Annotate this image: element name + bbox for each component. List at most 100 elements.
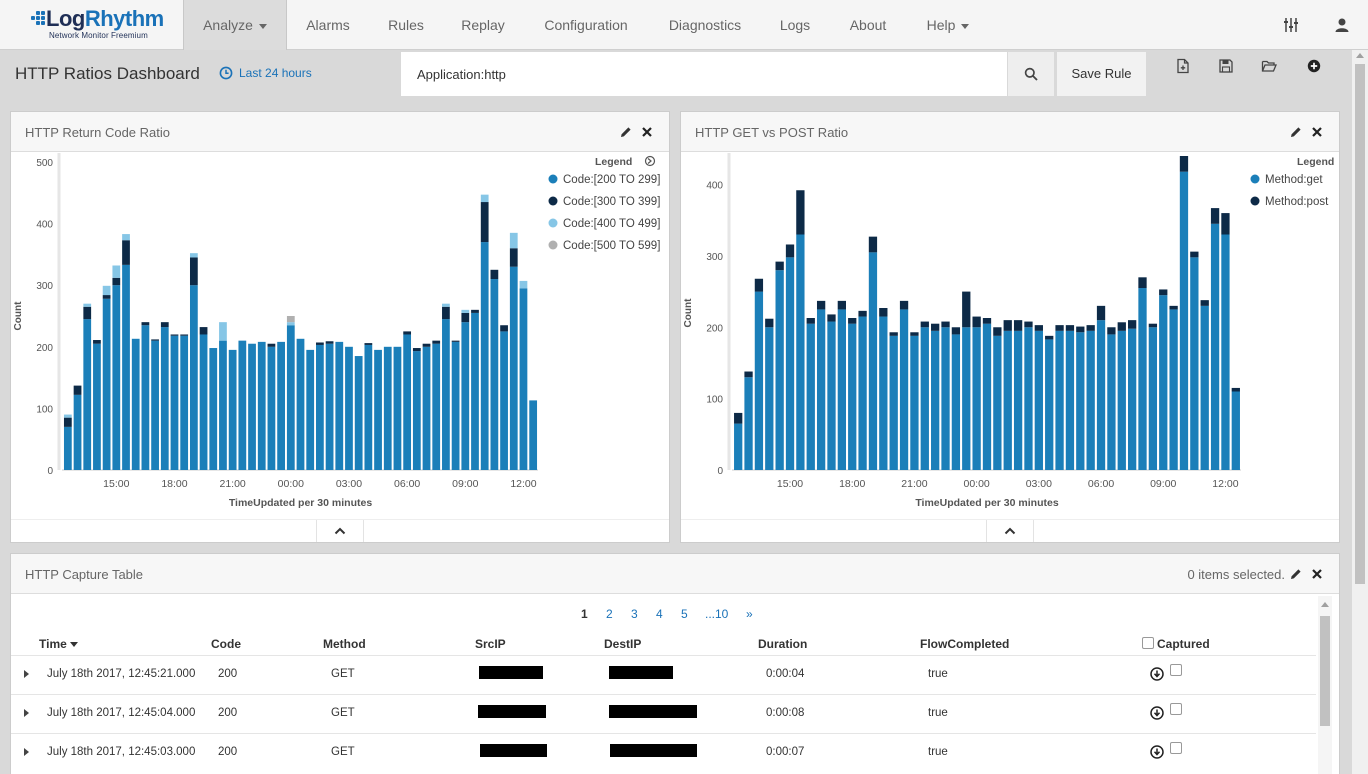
bar-segment-0[interactable] [131, 338, 140, 470]
legend-swatch[interactable] [548, 218, 558, 228]
bar-segment-0[interactable] [403, 334, 412, 470]
bar-segment-1[interactable] [432, 340, 441, 344]
bar-segment-1[interactable] [102, 295, 111, 299]
bar-segment-0[interactable] [744, 377, 753, 470]
edit-pencil-icon[interactable] [1289, 567, 1303, 581]
bar-segment-1[interactable] [868, 236, 878, 253]
bar-segment-0[interactable] [734, 423, 743, 470]
bar-segment-2[interactable] [102, 285, 111, 296]
bar-segment-0[interactable] [962, 327, 971, 470]
bar-segment-0[interactable] [189, 285, 198, 470]
legend-swatch[interactable] [548, 174, 558, 184]
bar-segment-1[interactable] [1190, 251, 1199, 258]
bar-segment-1[interactable] [899, 300, 909, 310]
bar-segment-0[interactable] [816, 309, 826, 470]
bar-segment-1[interactable] [837, 300, 846, 310]
bar-segment-1[interactable] [364, 343, 373, 345]
bar-segment-0[interactable] [899, 309, 909, 470]
close-icon[interactable] [1310, 125, 1324, 139]
captured-checkbox[interactable] [1170, 664, 1182, 676]
bar-segment-1[interactable] [170, 334, 179, 336]
nav-help[interactable]: Help [915, 0, 981, 50]
bar-segment-0[interactable] [354, 356, 363, 470]
scrollbar-thumb[interactable] [1320, 616, 1330, 726]
bar-segment-0[interactable] [1169, 309, 1178, 470]
bar-segment-1[interactable] [1076, 326, 1085, 333]
legend-title[interactable]: Legend [595, 156, 632, 168]
bar-segment-1[interactable] [806, 318, 815, 324]
expand-row-icon[interactable] [24, 748, 29, 756]
bar-segment-0[interactable] [102, 298, 111, 470]
bar-segment-1[interactable] [982, 318, 992, 324]
bar-segment-0[interactable] [93, 343, 101, 470]
collapse-button[interactable] [316, 520, 364, 542]
bar-segment-0[interactable] [412, 351, 421, 470]
page-5[interactable]: 5 [681, 607, 688, 621]
page-3[interactable]: 3 [631, 607, 638, 621]
bar-segment-1[interactable] [180, 334, 189, 336]
bar-segment-1[interactable] [422, 343, 431, 347]
page-next[interactable]: » [746, 607, 753, 621]
table-scrollbar[interactable] [1318, 596, 1332, 774]
bar-segment-0[interactable] [451, 341, 460, 470]
page-scrollbar[interactable] [1352, 50, 1368, 774]
legend-item[interactable]: Code:[400 TO 499] [563, 218, 660, 230]
bar-segment-1[interactable] [1055, 325, 1064, 331]
bar-segment-0[interactable] [393, 346, 402, 470]
legend-swatch[interactable] [548, 240, 558, 250]
bar-segment-0[interactable] [471, 312, 479, 470]
bar-segment-1[interactable] [827, 314, 836, 322]
legend-title[interactable]: Legend [1297, 156, 1334, 168]
legend-item[interactable]: Method:post [1265, 196, 1329, 208]
bar-segment-1[interactable] [816, 300, 826, 310]
bar-segment-0[interactable] [827, 321, 836, 470]
bar-segment-1[interactable] [972, 316, 981, 328]
expand-row-icon[interactable] [24, 670, 29, 678]
page-10[interactable]: ...10 [705, 607, 729, 621]
bar-segment-0[interactable] [1045, 339, 1054, 470]
bar-segment-0[interactable] [519, 288, 528, 470]
column-header-duration[interactable]: Duration [758, 637, 808, 651]
bar-segment-2[interactable] [122, 234, 130, 241]
bar-segment-1[interactable] [1024, 321, 1033, 328]
bar-segment-0[interactable] [1200, 305, 1209, 470]
bar-segment-1[interactable] [160, 322, 169, 328]
bar-segment-0[interactable] [122, 264, 130, 470]
bar-segment-0[interactable] [296, 338, 305, 470]
bar-segment-1[interactable] [1221, 213, 1230, 235]
edit-pencil-icon[interactable] [1289, 125, 1303, 139]
bar-segment-1[interactable] [1096, 305, 1106, 321]
bar-segment-0[interactable] [112, 285, 121, 470]
bar-segment-3[interactable] [286, 316, 295, 323]
bar-segment-1[interactable] [83, 306, 92, 320]
bar-segment-2[interactable] [83, 303, 92, 307]
bar-segment-1[interactable] [316, 342, 324, 345]
bar-segment-1[interactable] [1107, 327, 1116, 335]
bar-segment-0[interactable] [267, 346, 276, 470]
bar-segment-1[interactable] [1086, 325, 1095, 331]
bar-segment-1[interactable] [941, 321, 950, 328]
bar-segment-0[interactable] [1107, 334, 1116, 470]
legend-toggle-icon[interactable] [644, 155, 656, 167]
bar-segment-0[interactable] [1138, 288, 1147, 470]
user-icon[interactable] [1333, 16, 1351, 34]
close-icon[interactable] [1310, 567, 1324, 581]
bar-segment-0[interactable] [286, 325, 295, 470]
bar-segment-1[interactable] [1231, 387, 1240, 392]
bar-segment-0[interactable] [83, 319, 92, 470]
bar-segment-1[interactable] [1045, 335, 1054, 340]
legend-item[interactable]: Method:get [1265, 174, 1323, 186]
bar-segment-0[interactable] [345, 346, 353, 470]
bar-segment-1[interactable] [325, 341, 334, 344]
bar-segment-0[interactable] [951, 334, 961, 470]
bar-segment-1[interactable] [500, 325, 508, 332]
nav-diagnostics[interactable]: Diagnostics [668, 17, 742, 33]
nav-rules[interactable]: Rules [388, 17, 424, 33]
bar-segment-0[interactable] [490, 279, 499, 470]
bar-segment-0[interactable] [480, 242, 489, 470]
bar-segment-1[interactable] [73, 385, 82, 395]
legend-item[interactable]: Code:[500 TO 599] [563, 240, 660, 252]
bar-segment-1[interactable] [63, 417, 72, 427]
bar-segment-0[interactable] [364, 344, 373, 470]
bar-segment-0[interactable] [1190, 257, 1199, 470]
